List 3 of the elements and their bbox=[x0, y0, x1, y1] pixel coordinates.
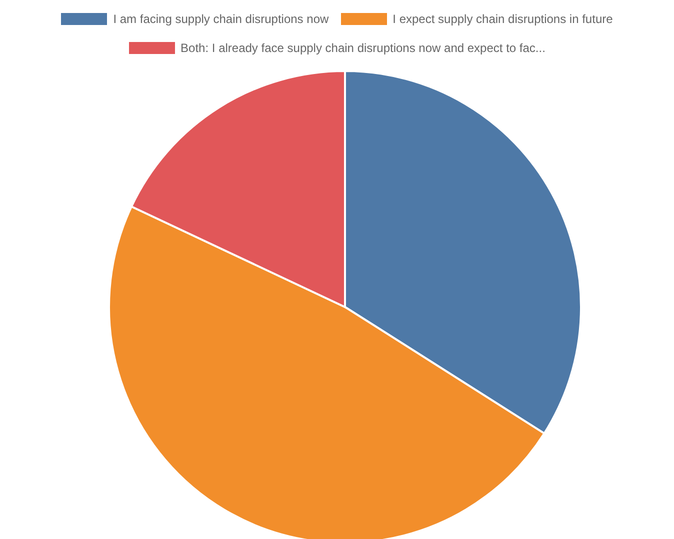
legend-label: I expect supply chain disruptions in future bbox=[392, 12, 613, 26]
legend-label: I am facing supply chain disruptions now bbox=[113, 12, 329, 26]
legend-label: Both: I already face supply chain disruptions now and expect to fac... bbox=[180, 40, 546, 54]
